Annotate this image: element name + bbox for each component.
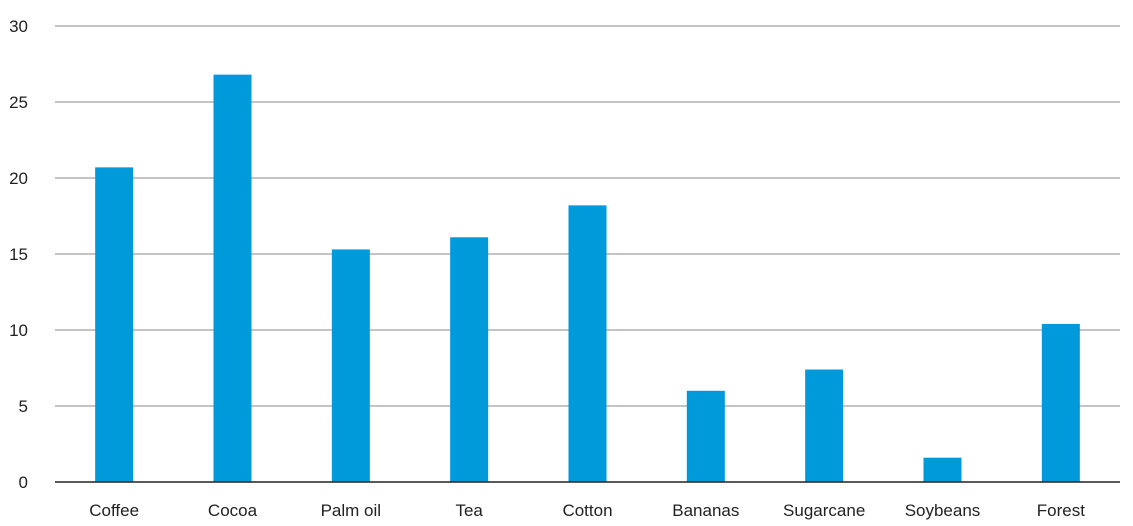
y-tick-label: 15 <box>9 245 28 264</box>
x-tick-label: Sugarcane <box>783 501 865 520</box>
bars <box>95 74 1080 483</box>
bar-sugarcane <box>805 369 844 482</box>
bar-forest <box>1041 323 1080 482</box>
bar-coffee <box>95 167 134 483</box>
y-tick-label: 30 <box>9 17 28 36</box>
y-axis-tick-labels: 0 5 10 15 20 25 30 <box>9 17 28 492</box>
bar-cocoa <box>213 74 252 482</box>
x-tick-label: Cocoa <box>208 501 258 520</box>
bar-bananas <box>686 390 725 482</box>
y-tick-label: 10 <box>9 321 28 340</box>
y-tick-label: 0 <box>19 473 28 492</box>
bar-palm-oil <box>331 249 370 482</box>
x-axis-tick-labels: Coffee Cocoa Palm oil Tea Cotton Bananas Sugar… <box>89 501 1085 520</box>
x-tick-label: Bananas <box>672 501 739 520</box>
x-tick-label: Palm oil <box>321 501 381 520</box>
bar-tea <box>450 237 489 482</box>
x-tick-label: Soybeans <box>905 501 981 520</box>
x-tick-label: Coffee <box>89 501 139 520</box>
y-tick-label: 5 <box>19 397 28 416</box>
bar-soybeans <box>923 457 962 482</box>
bar-cotton <box>568 205 607 483</box>
y-tick-label: 25 <box>9 93 28 112</box>
x-tick-label: Tea <box>455 501 483 520</box>
x-tick-label: Forest <box>1037 501 1085 520</box>
y-tick-label: 20 <box>9 169 28 188</box>
x-tick-label: Cotton <box>562 501 612 520</box>
